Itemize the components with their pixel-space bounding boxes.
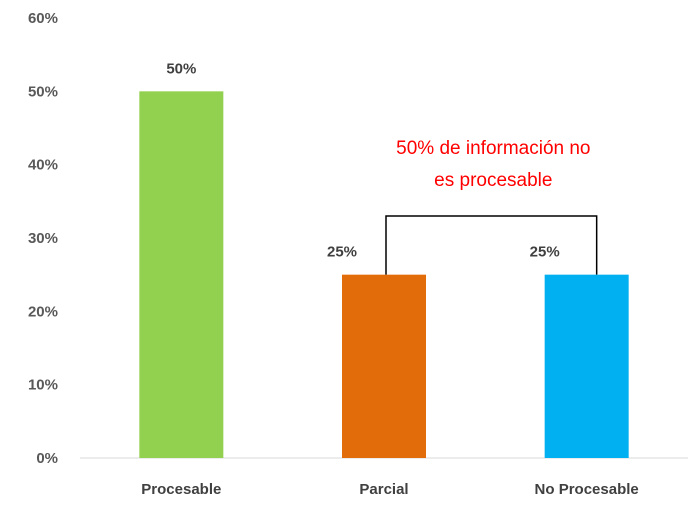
x-tick-label: Procesable — [141, 481, 221, 498]
y-tick-label: 10% — [28, 377, 58, 394]
bar-procesable — [139, 91, 224, 458]
x-tick-label: Parcial — [359, 481, 408, 498]
data-label: 25% — [530, 244, 560, 261]
x-tick-label: No Procesable — [535, 481, 639, 498]
data-labels: 50% 25% 25% — [166, 60, 559, 260]
annotation-line-2: es procesable — [434, 170, 552, 191]
y-tick-label: 0% — [36, 450, 58, 467]
annotation-bracket — [385, 215, 598, 275]
bar-no-procesable — [544, 274, 629, 458]
y-tick-label: 50% — [28, 83, 58, 100]
data-label: 25% — [327, 244, 357, 261]
bars — [139, 91, 629, 458]
annotation-line-1: 50% de información no — [396, 138, 590, 159]
y-tick-label: 30% — [28, 230, 58, 247]
y-axis: 0% 10% 20% 30% 40% 50% 60% — [28, 10, 58, 467]
data-label: 50% — [166, 60, 196, 77]
y-tick-label: 40% — [28, 157, 58, 174]
bar-parcial — [342, 274, 426, 458]
y-tick-label: 60% — [28, 10, 58, 27]
x-axis: Procesable Parcial No Procesable — [141, 481, 638, 498]
y-tick-label: 20% — [28, 303, 58, 320]
